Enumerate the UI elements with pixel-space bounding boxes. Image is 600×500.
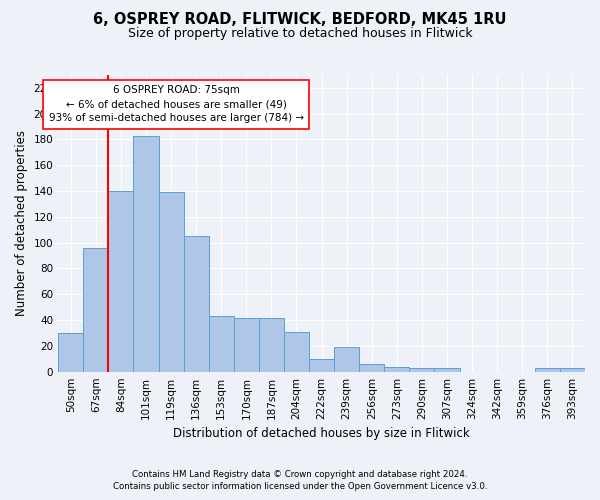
Bar bbox=[133, 136, 158, 372]
Text: Size of property relative to detached houses in Flitwick: Size of property relative to detached ho… bbox=[128, 28, 472, 40]
Bar bbox=[284, 332, 309, 372]
X-axis label: Distribution of detached houses by size in Flitwick: Distribution of detached houses by size … bbox=[173, 427, 470, 440]
Bar bbox=[158, 192, 184, 372]
Bar bbox=[385, 366, 409, 372]
Text: Contains public sector information licensed under the Open Government Licence v3: Contains public sector information licen… bbox=[113, 482, 487, 491]
Text: 6 OSPREY ROAD: 75sqm
← 6% of detached houses are smaller (49)
93% of semi-detach: 6 OSPREY ROAD: 75sqm ← 6% of detached ho… bbox=[49, 86, 304, 124]
Text: Contains HM Land Registry data © Crown copyright and database right 2024.: Contains HM Land Registry data © Crown c… bbox=[132, 470, 468, 479]
Text: 6, OSPREY ROAD, FLITWICK, BEDFORD, MK45 1RU: 6, OSPREY ROAD, FLITWICK, BEDFORD, MK45 … bbox=[93, 12, 507, 28]
Bar bbox=[83, 248, 109, 372]
Bar bbox=[309, 359, 334, 372]
Bar bbox=[234, 318, 259, 372]
Bar bbox=[184, 236, 209, 372]
Bar bbox=[58, 333, 83, 372]
Bar bbox=[259, 318, 284, 372]
Y-axis label: Number of detached properties: Number of detached properties bbox=[15, 130, 28, 316]
Bar bbox=[434, 368, 460, 372]
Bar bbox=[334, 347, 359, 372]
Bar bbox=[209, 316, 234, 372]
Bar bbox=[409, 368, 434, 372]
Bar bbox=[535, 368, 560, 372]
Bar bbox=[359, 364, 385, 372]
Bar bbox=[109, 191, 133, 372]
Bar bbox=[560, 368, 585, 372]
